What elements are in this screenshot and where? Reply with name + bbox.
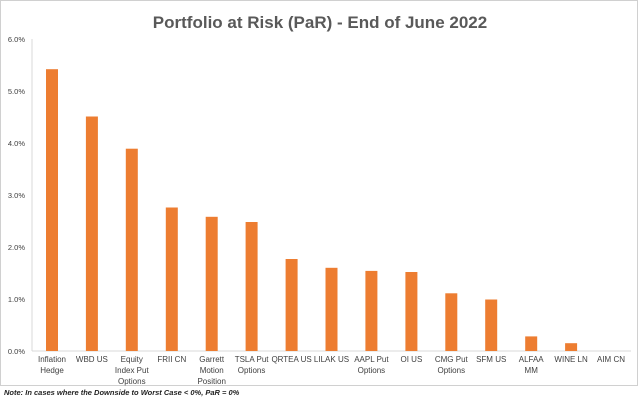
x-tick-label: ALFAA MM — [519, 355, 545, 375]
bar — [445, 293, 458, 351]
y-tick-label: 6.0% — [8, 35, 25, 44]
bar — [325, 267, 338, 351]
y-tick-label: 4.0% — [8, 139, 25, 148]
bars-group — [46, 69, 578, 351]
chart-title: Portfolio at Risk (PaR) - End of June 20… — [153, 13, 487, 32]
x-tick-label: FRII CN — [157, 355, 186, 364]
x-tick-label: AAPL Put Options — [354, 355, 389, 375]
x-tick-label: Equity Index Put Options — [115, 355, 150, 386]
bar — [245, 222, 258, 351]
bar — [205, 216, 218, 351]
x-tick-label: WINE LN — [554, 355, 588, 364]
chart-frame: Portfolio at Risk (PaR) - End of June 20… — [0, 0, 638, 386]
footnote: Note: In cases where the Downside to Wor… — [4, 388, 240, 397]
bar — [565, 343, 578, 351]
x-tick-label: CMG Put Options — [435, 355, 469, 375]
bar — [165, 207, 178, 351]
x-tick-label: WBD US — [76, 355, 108, 364]
y-tick-label: 1.0% — [8, 295, 25, 304]
x-tick-label: Inflation Hedge — [38, 355, 66, 375]
y-axis-ticks: 0.0% 1.0% 2.0% 3.0% 4.0% 5.0% 6.0% — [8, 35, 25, 356]
bar — [365, 270, 378, 351]
x-tick-label: OI US — [401, 355, 423, 364]
y-tick-label: 5.0% — [8, 87, 25, 96]
x-tick-label: SFM US — [476, 355, 506, 364]
y-tick-label: 2.0% — [8, 243, 25, 252]
bar — [285, 259, 298, 351]
bar — [405, 272, 418, 351]
bar — [485, 299, 498, 351]
bar-chart: Portfolio at Risk (PaR) - End of June 20… — [8, 13, 631, 386]
x-tick-label: AIM CN — [597, 355, 625, 364]
x-tick-label: Garrett Motion Position — [197, 355, 225, 386]
bar — [46, 69, 58, 351]
bar — [125, 148, 138, 351]
bar — [525, 336, 538, 351]
x-tick-label: TSLA Put Options — [235, 355, 270, 375]
x-axis-labels: Inflation Hedge WBD US Equity Index Put Optio… — [38, 355, 625, 386]
y-tick-label: 0.0% — [8, 347, 25, 356]
bar — [85, 116, 98, 351]
y-tick-label: 3.0% — [8, 191, 25, 200]
x-tick-label: LILAK US — [314, 355, 349, 364]
x-tick-label: QRTEA US — [271, 355, 311, 364]
